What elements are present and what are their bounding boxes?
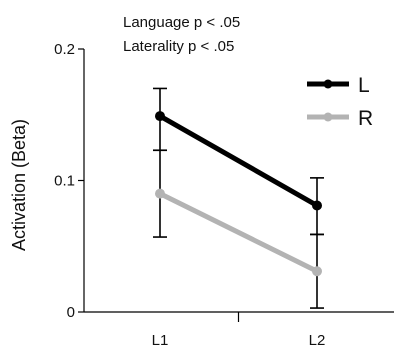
legend-label-l: L — [358, 74, 370, 97]
data-point-l-l1 — [155, 111, 165, 122]
axes — [83, 49, 394, 322]
series-line-l — [157, 113, 320, 208]
annotation-laterality: Laterality p < .05 — [123, 38, 234, 55]
series-line-r — [157, 191, 320, 274]
y-tick-label-0: 0 — [67, 304, 75, 321]
x-tick-label-l1: L1 — [152, 332, 169, 348]
y-tick-label-2: 0.2 — [54, 41, 75, 58]
series-group — [153, 87, 324, 309]
y-tick-label-1: 0.1 — [54, 173, 75, 190]
series-l — [153, 87, 324, 236]
legend-item-l: L — [307, 74, 370, 97]
data-point-r-l1 — [155, 188, 165, 199]
y-ticks: 0 0.1 0.2 — [54, 41, 84, 321]
annotations: Language p < .05 Laterality p < .05 — [123, 14, 240, 55]
legend-marker-r — [323, 112, 333, 122]
x-tick-label-l2: L2 — [309, 332, 326, 348]
series-r — [153, 149, 324, 309]
data-point-l-l2 — [312, 200, 322, 211]
y-axis-label: Activation (Beta) — [9, 119, 29, 251]
legend: L R — [307, 74, 373, 130]
data-point-r-l2 — [312, 266, 322, 277]
x-ticks: L1 L2 — [152, 332, 326, 348]
annotation-language: Language p < .05 — [123, 14, 240, 31]
legend-marker-l — [323, 79, 333, 89]
legend-item-r: R — [307, 107, 373, 130]
legend-label-r: R — [358, 107, 373, 130]
